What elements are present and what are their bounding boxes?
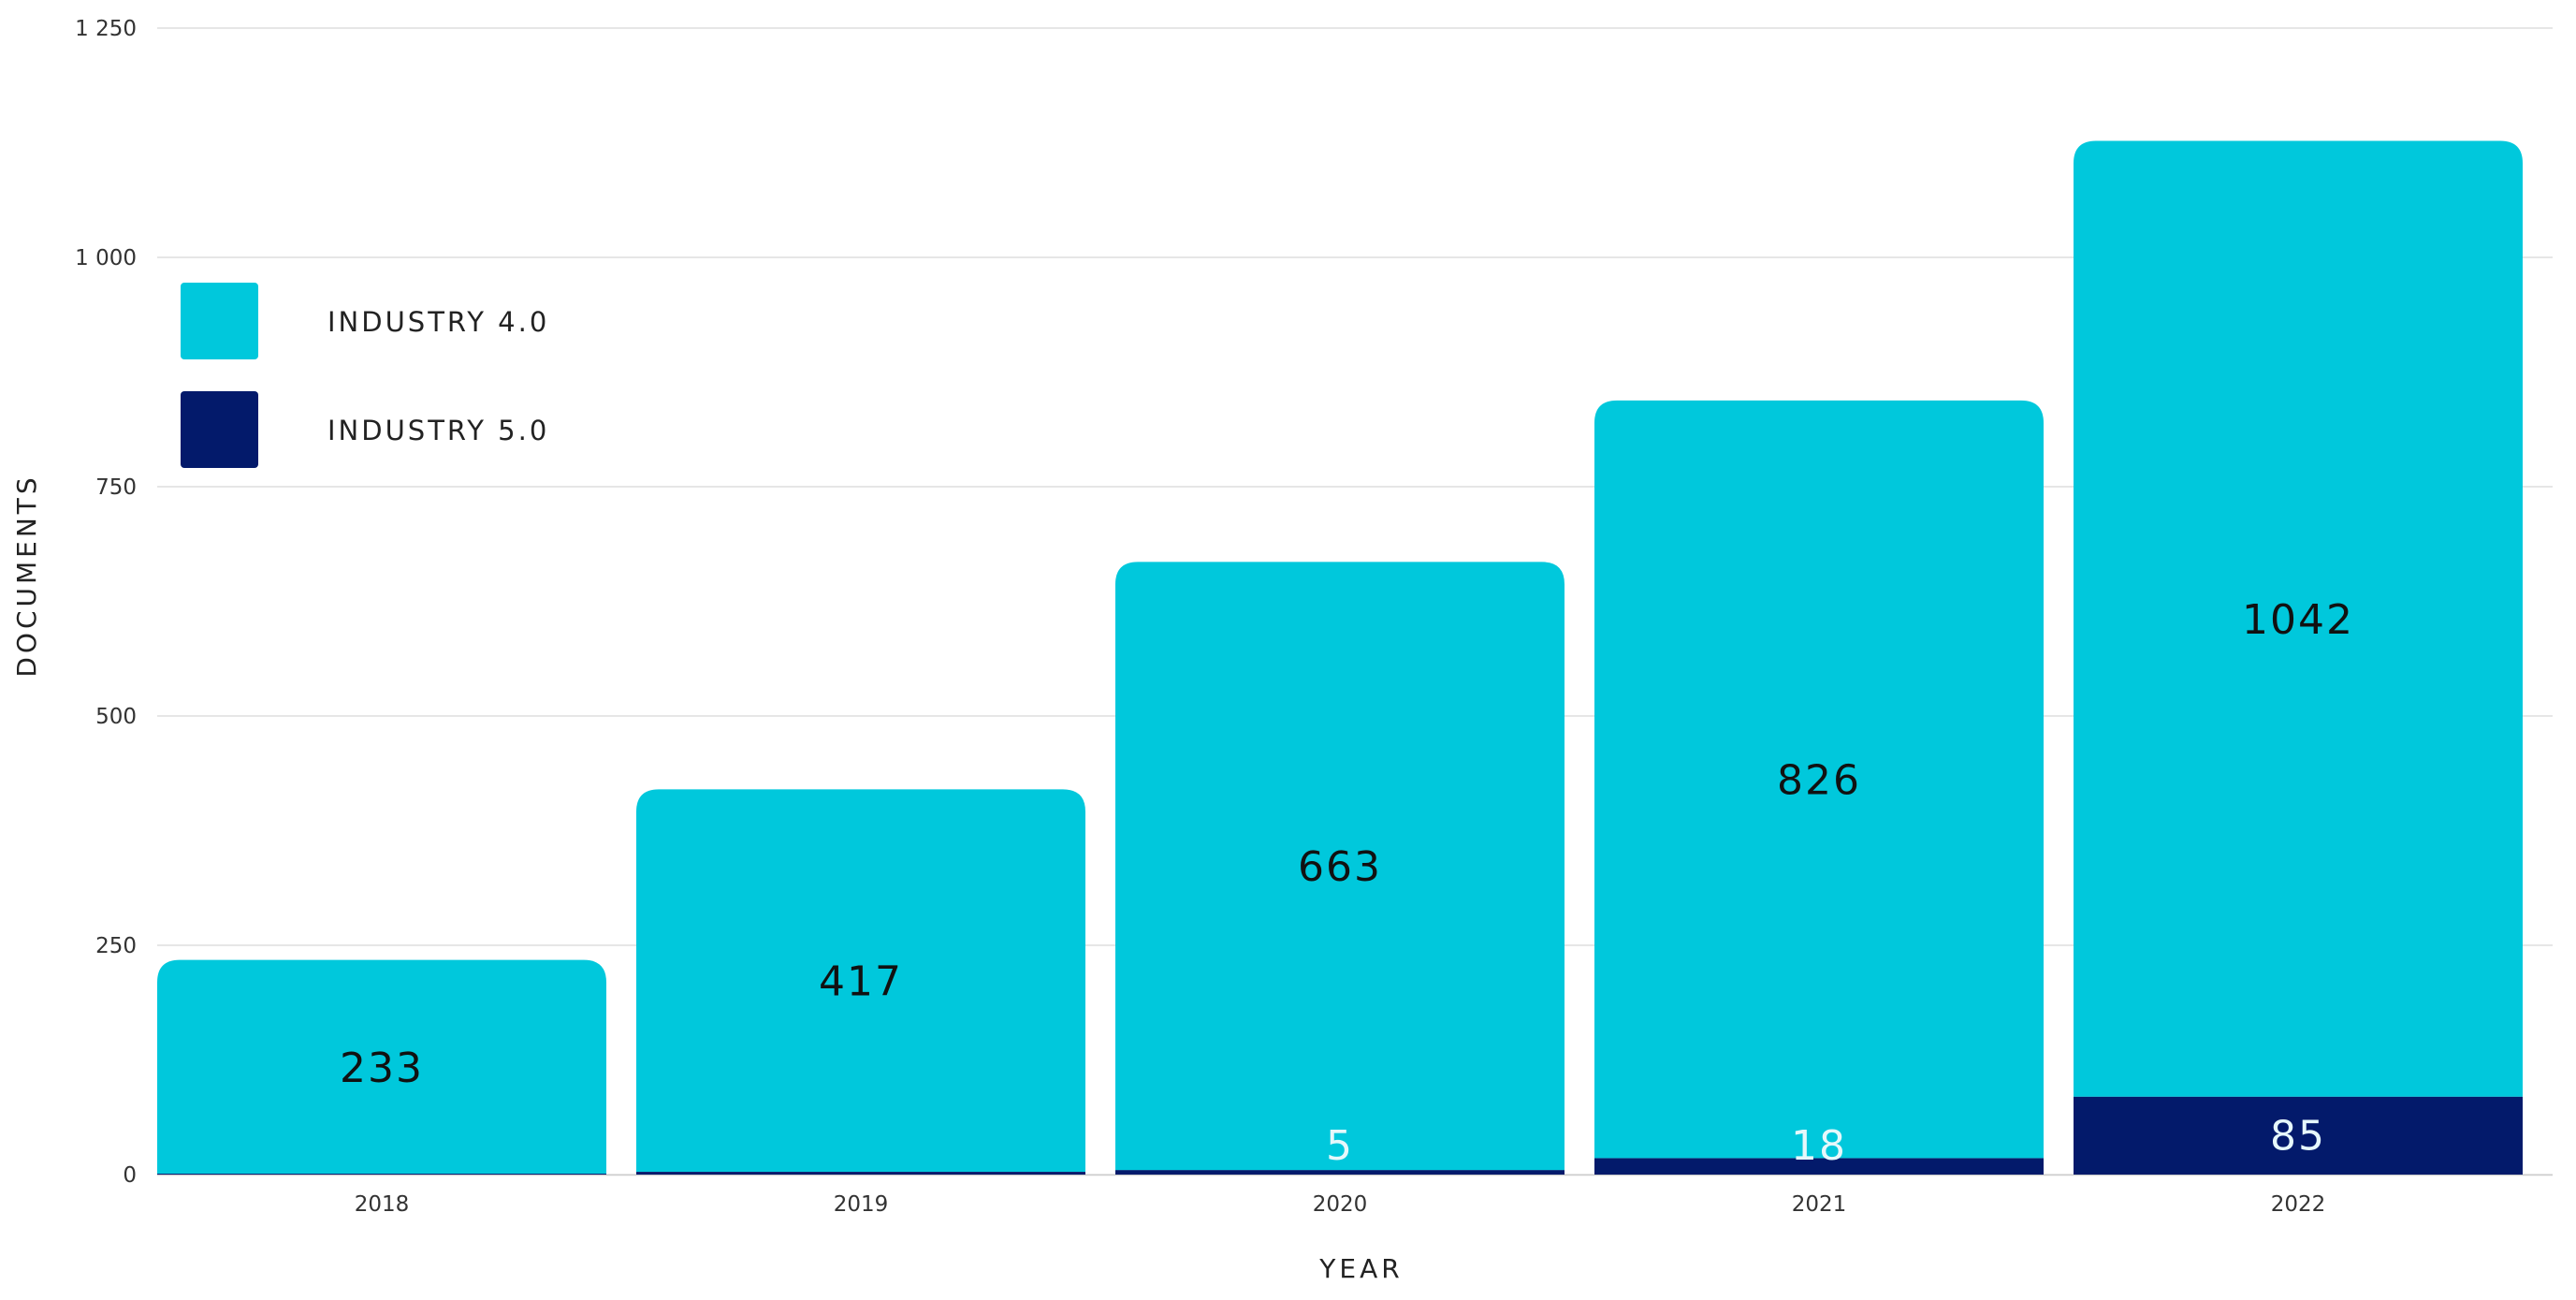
legend: INDUSTRY 4.0 INDUSTRY 5.0 bbox=[181, 283, 549, 468]
bar-industry-5-2022 bbox=[2074, 1096, 2523, 1175]
bar-industry-4-2022 bbox=[2074, 140, 2523, 1097]
x-tick-label-2019: 2019 bbox=[834, 1192, 889, 1217]
bar-value-labels: 233 417 663 5 826 18 1042 85 bbox=[340, 596, 2354, 1170]
bar-industry-4-2020 bbox=[1115, 562, 1565, 1171]
bar-industry-4-2018 bbox=[157, 959, 606, 1175]
bar-label-industry-4-2019: 417 bbox=[819, 958, 903, 1006]
bar-label-industry-4-2018: 233 bbox=[340, 1044, 424, 1092]
bar-label-industry-4-2021: 826 bbox=[1777, 757, 1861, 805]
legend-swatch bbox=[181, 391, 258, 468]
y-axis-ticks: 0 250 500 750 1 000 1 250 bbox=[75, 17, 137, 1188]
bar-industry-5-2019 bbox=[636, 1172, 1085, 1175]
bar-label-industry-4-2020: 663 bbox=[1298, 843, 1382, 891]
x-tick-label-2022: 2022 bbox=[2271, 1192, 2326, 1217]
bar-industry-4-2019 bbox=[636, 789, 1085, 1173]
bar-industry-5-2021 bbox=[1594, 1158, 2044, 1175]
bar-label-industry-5-2021: 18 bbox=[1791, 1122, 1847, 1170]
x-axis-title: YEAR bbox=[1318, 1253, 1403, 1284]
bars bbox=[157, 140, 2523, 1175]
y-tick-label: 1 000 bbox=[75, 246, 137, 270]
y-tick-label: 500 bbox=[95, 705, 137, 729]
y-tick-label: 750 bbox=[95, 475, 137, 500]
x-tick-label-2021: 2021 bbox=[1792, 1192, 1847, 1217]
bar-industry-5-2020 bbox=[1115, 1170, 1565, 1175]
bar-industry-5-2018 bbox=[157, 1174, 606, 1175]
bar-label-industry-5-2022: 85 bbox=[2270, 1112, 2326, 1160]
y-axis-title: DOCUMENTS bbox=[11, 474, 42, 677]
bar-industry-4-2021 bbox=[1594, 400, 2044, 1159]
bar-label-industry-4-2022: 1042 bbox=[2242, 596, 2354, 644]
x-axis-ticks: 2018 2019 2020 2021 2022 bbox=[355, 1192, 2326, 1217]
legend-label: INDUSTRY 5.0 bbox=[327, 415, 549, 446]
y-tick-label: 1 250 bbox=[75, 17, 137, 41]
bar-label-industry-5-2020: 5 bbox=[1326, 1122, 1354, 1170]
x-tick-label-2020: 2020 bbox=[1313, 1192, 1368, 1217]
x-tick-label-2018: 2018 bbox=[355, 1192, 410, 1217]
legend-label: INDUSTRY 4.0 bbox=[327, 306, 549, 338]
legend-swatch bbox=[181, 283, 258, 359]
y-tick-label: 250 bbox=[95, 934, 137, 958]
y-tick-label: 0 bbox=[123, 1163, 137, 1188]
